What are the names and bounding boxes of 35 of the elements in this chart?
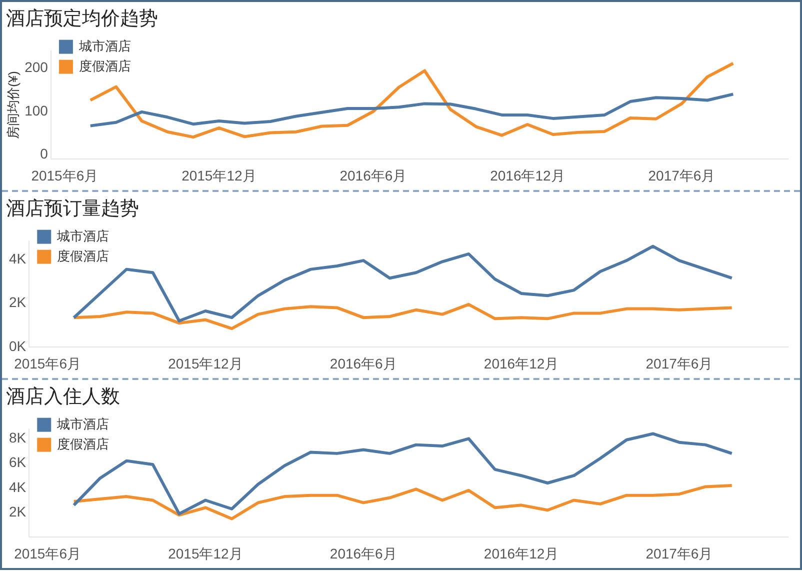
x-tick-label: 2015年12月 bbox=[182, 167, 256, 184]
x-tick-label: 2016年6月 bbox=[330, 545, 397, 562]
y-tick-label: 2K bbox=[9, 503, 27, 520]
legend-label: 度假酒店 bbox=[57, 248, 110, 264]
x-tick-label: 2016年12月 bbox=[484, 355, 559, 372]
y-axis-title: 房间均价(¥) bbox=[5, 71, 20, 139]
x-tick-label: 2015年6月 bbox=[31, 167, 98, 184]
legend-label: 城市酒店 bbox=[78, 38, 131, 54]
x-tick-label: 2015年6月 bbox=[14, 545, 82, 562]
y-tick-label: 4K bbox=[9, 478, 27, 495]
x-tick-label: 2015年6月 bbox=[14, 355, 82, 372]
chart-title: 酒店入住人数 bbox=[6, 386, 120, 408]
legend-label: 度假酒店 bbox=[57, 436, 110, 452]
x-tick-label: 2015年12月 bbox=[168, 545, 243, 562]
y-tick-label: 0 bbox=[40, 146, 48, 162]
x-tick-label: 2016年6月 bbox=[340, 167, 407, 184]
y-tick-label: 6K bbox=[9, 454, 27, 470]
x-tick-label: 2017年6月 bbox=[646, 545, 713, 562]
x-tick-label: 2016年12月 bbox=[490, 167, 565, 184]
y-tick-label: 100 bbox=[24, 102, 48, 118]
chart-title: 酒店预定均价趋势 bbox=[6, 8, 158, 30]
x-tick-label: 2017年6月 bbox=[648, 167, 716, 184]
y-tick-label: 2K bbox=[9, 294, 27, 310]
y-tick-label: 4K bbox=[9, 250, 27, 266]
x-tick-label: 2015年12月 bbox=[168, 355, 243, 372]
x-tick-label: 2017年6月 bbox=[646, 355, 713, 372]
legend-label: 度假酒店 bbox=[78, 58, 131, 74]
y-tick-label: 0K bbox=[9, 338, 27, 354]
x-tick-label: 2016年12月 bbox=[484, 545, 559, 562]
y-tick-label: 8K bbox=[9, 430, 27, 446]
legend-label: 城市酒店 bbox=[56, 228, 110, 244]
legend-label: 城市酒店 bbox=[56, 416, 110, 432]
chart-title: 酒店预订量趋势 bbox=[6, 198, 139, 220]
y-tick-label: 200 bbox=[24, 59, 48, 76]
x-tick-label: 2016年6月 bbox=[330, 355, 397, 372]
